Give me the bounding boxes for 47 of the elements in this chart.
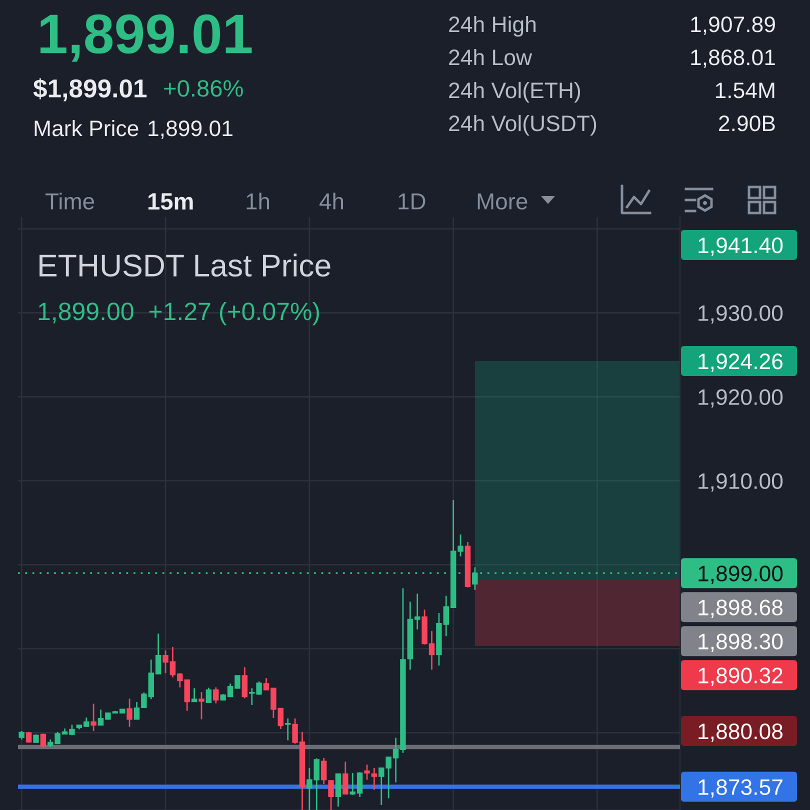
ref-line-label: 1,873.57 xyxy=(698,779,782,798)
candlestick xyxy=(342,761,348,795)
text: Mark Price xyxy=(34,120,138,136)
text: Time xyxy=(46,192,94,210)
text: 24h Low xyxy=(449,48,532,66)
candlestick xyxy=(284,718,291,741)
text: 1,899.01 xyxy=(40,14,252,62)
y-tick-label: 1,920.00 xyxy=(698,389,783,408)
candlestick xyxy=(213,686,219,704)
text: $1,899.01 xyxy=(33,78,147,102)
text: 1h xyxy=(246,192,270,210)
text: 1,941.40 xyxy=(698,238,783,256)
candlestick xyxy=(335,773,342,808)
candlestick xyxy=(206,687,212,704)
text: 1,868.01 xyxy=(691,50,775,68)
candlestick xyxy=(191,688,198,702)
candlestick xyxy=(40,732,46,749)
text: 1,898.68 xyxy=(698,600,783,618)
candlestick xyxy=(371,767,378,791)
text: 24h Vol(USDT) xyxy=(449,114,596,136)
text: 15m xyxy=(148,193,193,210)
text: More xyxy=(478,194,528,210)
text: 24h High xyxy=(449,16,536,37)
text: 1.54M xyxy=(716,82,774,98)
text: 1,899.01 xyxy=(148,120,232,139)
text: 1,880.08 xyxy=(698,724,783,742)
candlestick xyxy=(126,698,132,728)
ref-line-label: 1,899.00 xyxy=(698,566,783,584)
candlestick xyxy=(90,703,96,732)
candlestick xyxy=(242,666,248,699)
text: 1,907.89 xyxy=(691,16,775,35)
text: 1D xyxy=(398,194,426,210)
candlestick xyxy=(320,757,327,785)
text: ETHUSDT Last Price xyxy=(40,254,330,277)
band-label: 1,890.32 xyxy=(698,668,782,686)
candlestick xyxy=(364,764,370,780)
text: 24h Vol(ETH) xyxy=(449,82,580,103)
y-tick-label: 1,930.00 xyxy=(698,305,783,324)
candlestick xyxy=(328,780,334,810)
text: 4h xyxy=(320,192,344,210)
text: 1,899.00 +1.27 (+0.07%) xyxy=(38,302,319,326)
band-label: 1,924.26 xyxy=(698,354,783,372)
text: +0.86% xyxy=(164,80,243,97)
text: 2.90B xyxy=(719,116,775,132)
text: 1,898.30 xyxy=(698,634,783,652)
y-tick-label: 1,910.00 xyxy=(698,473,783,492)
candlestick xyxy=(198,691,204,720)
